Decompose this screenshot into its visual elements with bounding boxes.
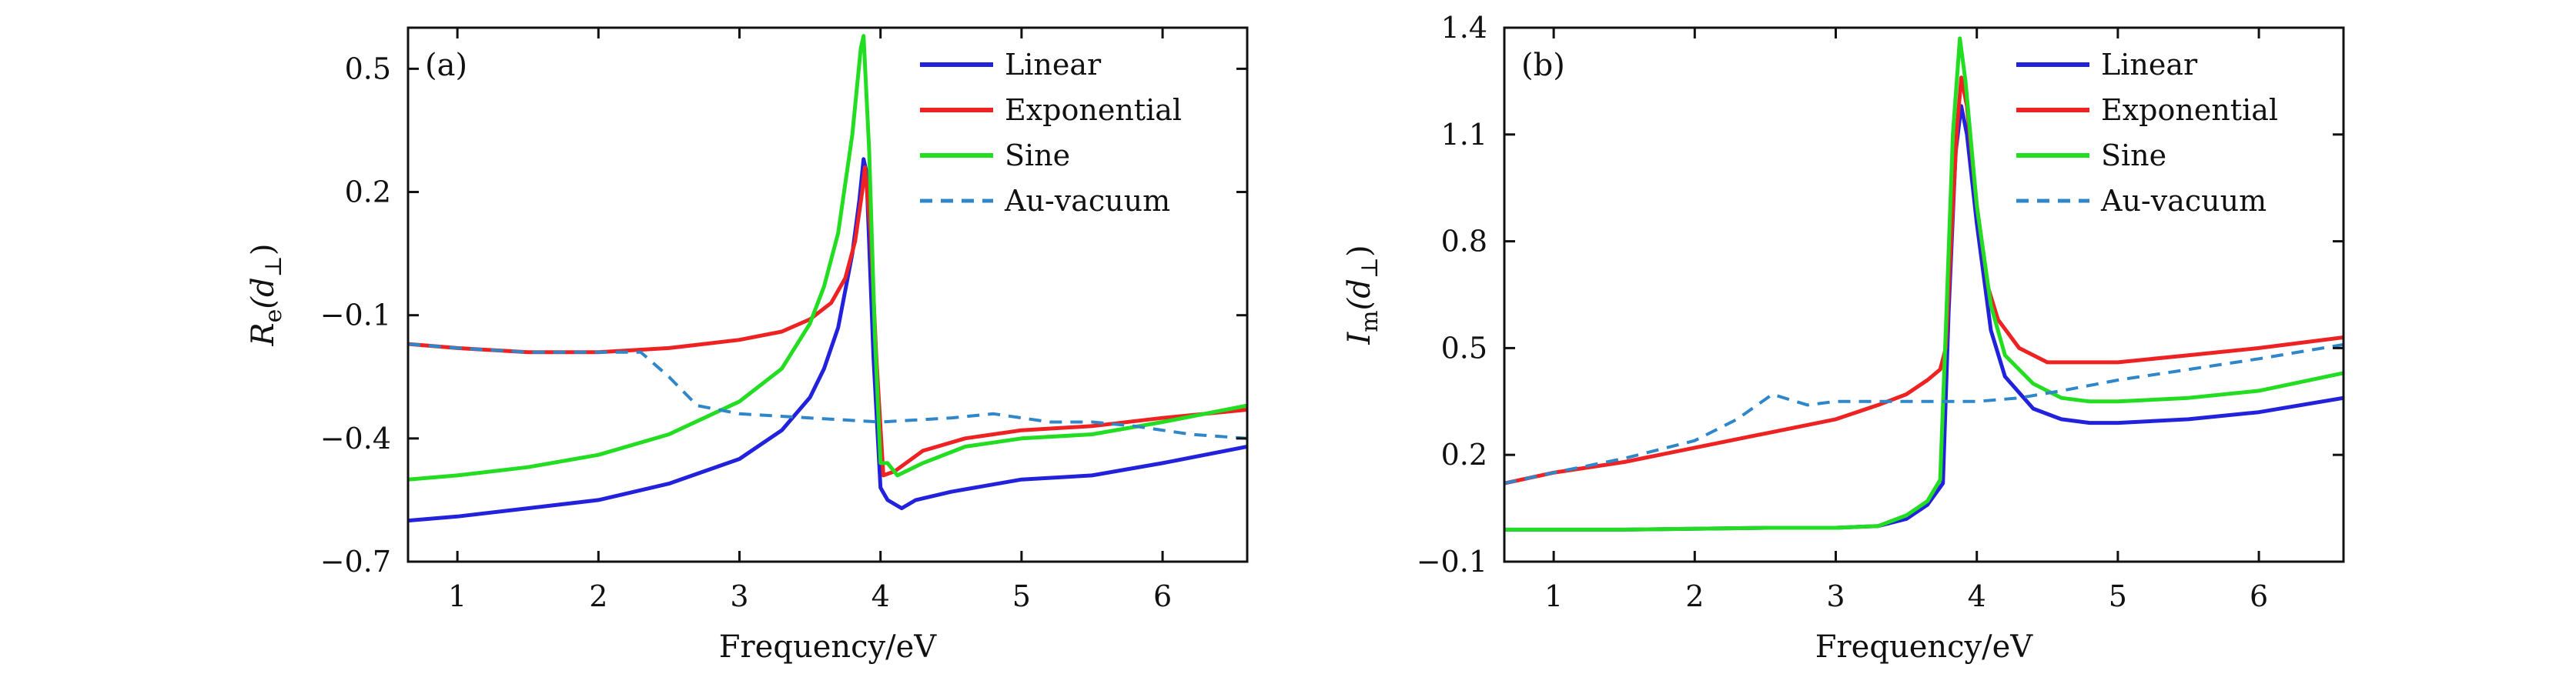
series-line-sine (1504, 36, 2343, 532)
y-tick-label: −0.1 (320, 299, 391, 332)
y-tick-label: 0.2 (1441, 438, 1487, 472)
y-axis-label-part: R (246, 322, 281, 346)
series-line-linear (1504, 104, 2343, 532)
panel-label: (b) (1521, 48, 1565, 83)
series-line-exponential (408, 165, 1247, 478)
x-tick-label: 1 (448, 579, 467, 613)
y-tick-label: 0.5 (1441, 331, 1487, 365)
y-tick-label: 0.8 (1441, 225, 1487, 259)
legend-label: Sine (1005, 138, 1070, 172)
y-axis-label-part: ⊥ (1357, 257, 1383, 279)
plot-frame (1503, 26, 2345, 563)
x-axis-label: Frequency/eV (719, 629, 937, 665)
y-tick-label: −0.1 (1417, 545, 1487, 579)
y-tick-label: 0.2 (345, 175, 391, 209)
y-axis-label-part: (d (246, 277, 281, 309)
y-tick-label: 1.4 (1441, 11, 1487, 45)
x-tick-label: 2 (1685, 579, 1704, 613)
y-tick-label: 1.1 (1441, 118, 1487, 152)
y-tick-label: −0.7 (320, 545, 391, 579)
legend-label: Au-vacuum (1004, 184, 1170, 218)
legend-label: Linear (1005, 48, 1102, 82)
x-tick-label: 6 (2250, 579, 2268, 613)
y-axis-label-part: ⊥ (260, 255, 287, 277)
legend-label: Linear (2101, 48, 2198, 82)
x-tick-label: 4 (1968, 579, 1986, 613)
y-axis-label: Re(d⊥) (246, 244, 287, 347)
y-tick-label: −0.4 (320, 422, 391, 455)
legend-label: Exponential (2101, 93, 2278, 127)
series-line-sine (408, 34, 1247, 482)
x-axis-label: Frequency/eV (1815, 629, 2033, 665)
series-line-au-vacuum (408, 342, 1247, 440)
series-line-au-vacuum (1504, 342, 2343, 485)
x-tick-label: 5 (1012, 579, 1031, 613)
series-line-exponential (1504, 75, 2343, 485)
x-tick-label: 3 (730, 579, 748, 613)
y-axis-label-part: ) (246, 244, 281, 256)
x-tick-label: 5 (2109, 579, 2127, 613)
plot-frame (406, 26, 1249, 563)
y-axis-label-part: (d (1342, 279, 1377, 310)
y-axis-label-part: e (260, 309, 287, 323)
x-tick-label: 2 (589, 579, 607, 613)
x-tick-label: 6 (1153, 579, 1172, 613)
panel-a: 1 2 3 4 5 6 −0.7 −0.4 −0.1 0.2 0.5 Frequency/eV Re(d… (246, 26, 1249, 665)
series-line-linear (408, 157, 1247, 523)
y-axis-label-part: ) (1342, 245, 1377, 257)
y-axis-label: Im(d⊥) (1342, 245, 1383, 345)
y-tick-label: 0.5 (345, 52, 391, 85)
y-axis-label-part: m (1357, 310, 1383, 332)
x-tick-label: 3 (1826, 579, 1845, 613)
legend-label: Sine (2101, 138, 2166, 172)
legend-label: Exponential (1005, 93, 1182, 127)
y-axis-label-part: I (1342, 332, 1377, 345)
x-tick-label: 1 (1544, 579, 1563, 613)
panel-b: 1 2 3 4 5 6−0.10.20.50.81.11.4Frequency/eVIm(… (1342, 11, 2345, 665)
x-tick-label: 4 (871, 579, 890, 613)
panel-label: (a) (425, 48, 467, 83)
legend-label: Au-vacuum (2100, 184, 2267, 218)
